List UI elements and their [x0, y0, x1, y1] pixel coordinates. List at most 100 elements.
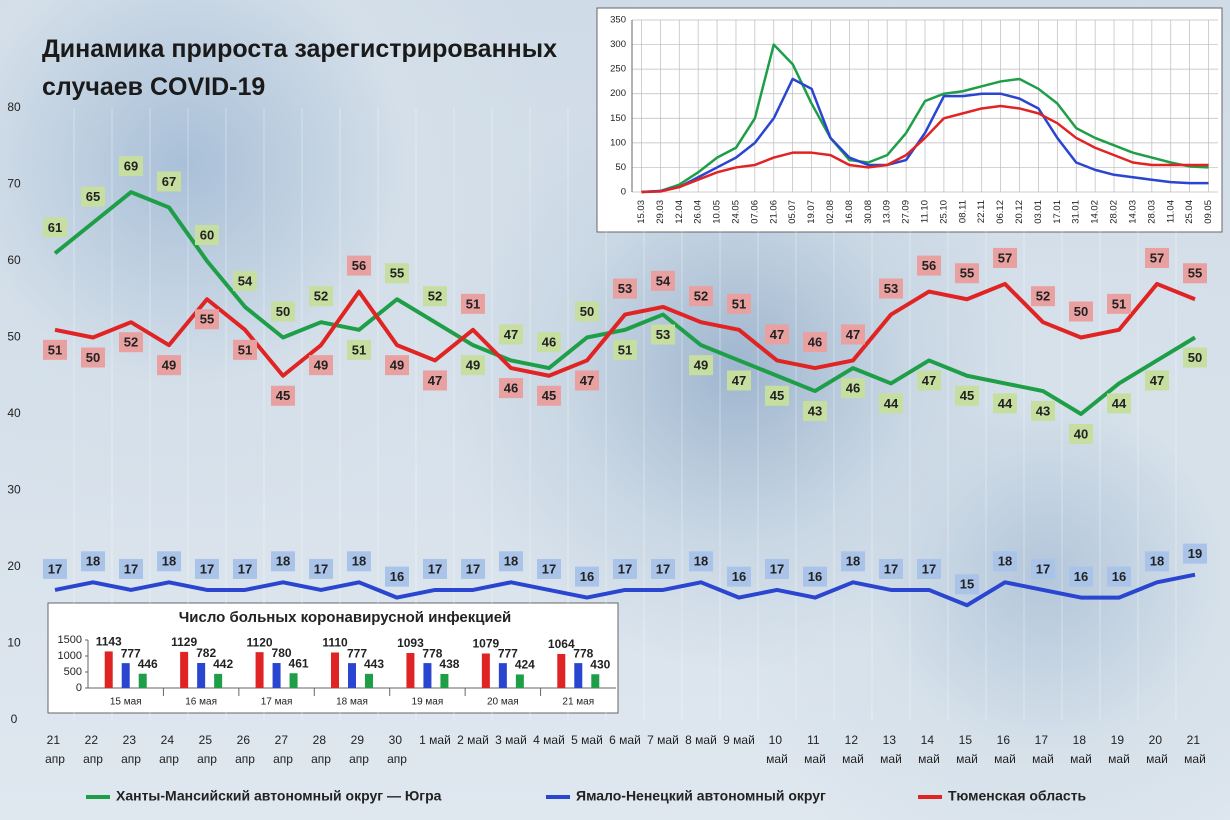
- value-label: 18: [846, 554, 860, 569]
- y-tick-label: 150: [610, 113, 626, 124]
- value-label: 51: [618, 342, 632, 357]
- value-label: 1093: [397, 636, 424, 650]
- value-label-bg: [993, 551, 1017, 572]
- bar: [423, 663, 432, 688]
- bar: [406, 653, 415, 688]
- bar: [180, 651, 189, 688]
- y-tick-label: 50: [615, 162, 626, 173]
- value-label-bg: [119, 156, 143, 177]
- x-tick-label-line: май: [1032, 752, 1054, 766]
- y-tick-label: 80: [7, 100, 21, 114]
- value-label-bg: [423, 558, 447, 579]
- x-tick-label: 27 апр: [273, 733, 293, 766]
- value-label: 45: [542, 388, 556, 403]
- value-label: 67: [162, 174, 176, 189]
- value-label: 51: [238, 342, 252, 357]
- value-label: 446: [138, 657, 158, 671]
- x-tick-label: 4 май: [533, 733, 565, 747]
- bar: [591, 674, 600, 688]
- legend-label: Ямало-Ненецкий автономный округ: [576, 788, 826, 804]
- value-label: 16: [580, 569, 594, 584]
- value-label: 65: [86, 189, 100, 204]
- x-tick-label-line: апр: [387, 752, 407, 766]
- x-tick-label-line: 19: [1111, 733, 1128, 747]
- value-label-bg: [423, 370, 447, 391]
- value-label-bg: [727, 370, 751, 391]
- value-label: 17: [238, 561, 252, 576]
- x-tick-label-line: 14: [921, 733, 938, 747]
- value-label-bg: [955, 574, 979, 595]
- value-label-bg: [385, 263, 409, 284]
- value-label-bg: [499, 378, 523, 399]
- value-label: 51: [1112, 296, 1126, 311]
- x-tick-label: 13 май: [880, 733, 902, 766]
- value-label: 53: [884, 281, 898, 296]
- y-tick-label: 0: [11, 712, 18, 726]
- x-tick-label: 19 мая: [412, 697, 444, 708]
- value-label-bg: [157, 171, 181, 192]
- x-tick-label: 14.03: [1127, 200, 1138, 224]
- value-label-bg: [537, 558, 561, 579]
- value-label: 44: [884, 396, 899, 411]
- x-tick-label: 21 май: [1184, 733, 1206, 766]
- value-label-bg: [917, 370, 941, 391]
- value-label: 442: [213, 657, 233, 671]
- value-label: 49: [314, 358, 328, 373]
- x-tick-label: 16 май: [994, 733, 1016, 766]
- value-label-bg: [955, 385, 979, 406]
- x-tick-label-line: 18: [1073, 733, 1090, 747]
- x-tick-label: 17 мая: [261, 697, 293, 708]
- value-label: 1079: [473, 637, 500, 651]
- x-tick-label-line: 10: [769, 733, 786, 747]
- value-label: 55: [200, 312, 214, 327]
- x-tick-label: 7 май: [647, 733, 679, 747]
- series-line: [53, 190, 1197, 416]
- value-label: 18: [162, 554, 176, 569]
- x-tick-label: 15 мая: [110, 697, 142, 708]
- value-label-bg: [689, 286, 713, 307]
- value-label: 50: [276, 304, 290, 319]
- y-tick-label: 20: [7, 559, 21, 573]
- x-tick-label: 17 май: [1032, 733, 1054, 766]
- bar: [348, 663, 356, 688]
- value-label-bg: [1107, 393, 1131, 414]
- value-label: 47: [428, 373, 442, 388]
- value-label: 17: [922, 561, 936, 576]
- x-tick-label-line: май: [956, 752, 978, 766]
- x-tick-label: 22 апр: [83, 733, 103, 766]
- bar: [365, 673, 373, 688]
- x-tick-label-line: май: [1070, 752, 1092, 766]
- x-tick-label: 5 май: [571, 733, 603, 747]
- value-label: 47: [732, 373, 746, 388]
- value-label-bg: [803, 332, 827, 353]
- y-tick-label: 0: [621, 187, 626, 198]
- value-label-bg: [271, 301, 295, 322]
- value-label-bg: [917, 558, 941, 579]
- x-tick-label: 08.11: [957, 200, 968, 223]
- value-label: 46: [846, 381, 860, 396]
- value-label-bg: [195, 225, 219, 245]
- value-label-bg: [385, 566, 409, 587]
- value-label: 17: [542, 561, 556, 576]
- x-tick-label-line: 16: [997, 733, 1014, 747]
- value-label-bg: [765, 385, 789, 406]
- value-label: 54: [238, 273, 253, 288]
- x-tick-label: 02.08: [825, 200, 836, 224]
- x-tick-label: 25.04: [1184, 200, 1195, 224]
- value-label: 52: [694, 289, 708, 304]
- value-label: 45: [276, 388, 290, 403]
- value-label-bg: [195, 558, 219, 579]
- x-tick-label: 16.08: [844, 200, 855, 224]
- x-tick-label: 16 мая: [185, 697, 217, 708]
- value-label-bg: [879, 558, 903, 579]
- x-tick-label: 06.12: [995, 200, 1006, 224]
- x-tick-label: 24.05: [730, 200, 741, 224]
- value-label-bg: [537, 385, 561, 406]
- value-label: 46: [504, 381, 518, 396]
- value-label: 424: [515, 658, 535, 672]
- value-label-bg: [765, 324, 789, 345]
- value-label-bg: [575, 301, 599, 322]
- value-label-bg: [651, 558, 675, 579]
- value-label: 69: [124, 159, 138, 174]
